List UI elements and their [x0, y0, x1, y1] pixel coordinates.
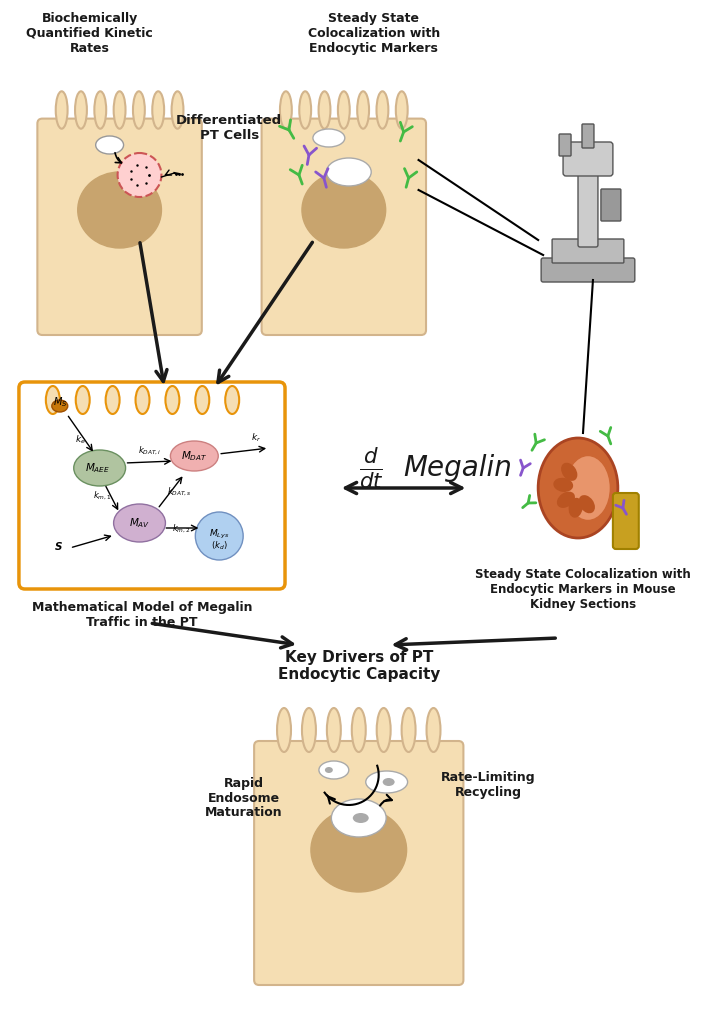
Ellipse shape — [74, 450, 125, 486]
Ellipse shape — [52, 400, 68, 412]
Text: $k_{m,1}$: $k_{m,1}$ — [93, 489, 111, 501]
Ellipse shape — [579, 495, 595, 514]
Text: Mathematical Model of Megalin
Traffic in the PT: Mathematical Model of Megalin Traffic in… — [32, 601, 252, 629]
Ellipse shape — [277, 708, 291, 752]
Circle shape — [118, 153, 162, 197]
Ellipse shape — [152, 91, 164, 128]
Ellipse shape — [56, 91, 68, 128]
Ellipse shape — [332, 799, 386, 837]
Ellipse shape — [114, 504, 165, 542]
Text: Rate-Limiting
Recycling: Rate-Limiting Recycling — [441, 771, 536, 799]
Ellipse shape — [78, 172, 162, 248]
Ellipse shape — [357, 91, 369, 128]
Ellipse shape — [195, 386, 209, 413]
Text: $M_{AEE}$: $M_{AEE}$ — [85, 461, 110, 475]
Text: $M_S$: $M_S$ — [53, 395, 67, 408]
Ellipse shape — [114, 91, 125, 128]
Ellipse shape — [75, 91, 87, 128]
Ellipse shape — [557, 491, 575, 508]
Ellipse shape — [225, 386, 239, 413]
FancyBboxPatch shape — [578, 168, 598, 247]
Ellipse shape — [280, 91, 292, 128]
Ellipse shape — [376, 91, 389, 128]
Ellipse shape — [133, 91, 145, 128]
Ellipse shape — [538, 438, 618, 538]
Text: Rapid
Endosome
Maturation: Rapid Endosome Maturation — [205, 776, 283, 820]
FancyBboxPatch shape — [601, 189, 621, 221]
FancyBboxPatch shape — [37, 118, 202, 335]
Ellipse shape — [353, 813, 368, 823]
Ellipse shape — [76, 386, 89, 413]
Ellipse shape — [327, 708, 341, 752]
Ellipse shape — [46, 386, 60, 413]
Text: Steady State Colocalization with
Endocytic Markers in Mouse
Kidney Sections: Steady State Colocalization with Endocyt… — [475, 568, 691, 611]
Ellipse shape — [94, 91, 106, 128]
Text: Biochemically
Quantified Kinetic
Rates: Biochemically Quantified Kinetic Rates — [26, 12, 153, 55]
Text: Megalin: Megalin — [404, 454, 513, 482]
Ellipse shape — [376, 708, 391, 752]
Ellipse shape — [106, 386, 120, 413]
FancyBboxPatch shape — [254, 741, 464, 985]
Ellipse shape — [302, 172, 386, 248]
Ellipse shape — [561, 463, 578, 481]
Text: $M_{Lys}$: $M_{Lys}$ — [209, 528, 229, 541]
Ellipse shape — [402, 708, 415, 752]
Ellipse shape — [136, 386, 149, 413]
Text: $k_e$: $k_e$ — [75, 434, 86, 447]
Ellipse shape — [427, 708, 441, 752]
Ellipse shape — [319, 91, 330, 128]
Text: $k_r$: $k_r$ — [251, 431, 261, 444]
Ellipse shape — [96, 136, 123, 154]
Ellipse shape — [366, 771, 407, 793]
Circle shape — [195, 512, 243, 560]
Ellipse shape — [313, 129, 345, 147]
Ellipse shape — [553, 478, 573, 492]
FancyBboxPatch shape — [563, 142, 613, 176]
Text: Differentiated
PT Cells: Differentiated PT Cells — [176, 114, 283, 142]
Text: Steady State
Colocalization with
Endocytic Markers: Steady State Colocalization with Endocyt… — [308, 12, 440, 55]
Ellipse shape — [352, 708, 366, 752]
Ellipse shape — [302, 708, 316, 752]
FancyBboxPatch shape — [552, 239, 624, 263]
Ellipse shape — [325, 767, 333, 773]
Text: $k_{m,2}$: $k_{m,2}$ — [172, 523, 191, 535]
Ellipse shape — [165, 386, 180, 413]
FancyBboxPatch shape — [613, 493, 639, 549]
Text: $M_{AV}$: $M_{AV}$ — [129, 516, 150, 530]
Text: $M_{DAT}$: $M_{DAT}$ — [181, 449, 208, 463]
Ellipse shape — [319, 761, 349, 779]
FancyBboxPatch shape — [541, 258, 634, 282]
Ellipse shape — [299, 91, 311, 128]
Ellipse shape — [172, 91, 183, 128]
Text: $k_{DAT,s}$: $k_{DAT,s}$ — [167, 485, 193, 497]
Ellipse shape — [565, 456, 611, 521]
Ellipse shape — [170, 441, 218, 471]
Ellipse shape — [396, 91, 407, 128]
Ellipse shape — [383, 778, 394, 786]
Ellipse shape — [338, 91, 350, 128]
Text: $k_{DAT,i}$: $k_{DAT,i}$ — [138, 445, 161, 457]
Text: S: S — [55, 542, 62, 552]
Ellipse shape — [327, 158, 371, 186]
Text: Key Drivers of PT
Endocytic Capacity: Key Drivers of PT Endocytic Capacity — [278, 650, 440, 682]
FancyBboxPatch shape — [559, 134, 571, 156]
FancyBboxPatch shape — [582, 124, 594, 148]
Ellipse shape — [569, 497, 583, 518]
FancyBboxPatch shape — [262, 118, 426, 335]
Text: $\frac{d}{dt}$: $\frac{d}{dt}$ — [359, 445, 384, 491]
FancyBboxPatch shape — [19, 382, 285, 589]
Text: $(k_d)$: $(k_d)$ — [211, 540, 228, 552]
Ellipse shape — [311, 808, 407, 892]
